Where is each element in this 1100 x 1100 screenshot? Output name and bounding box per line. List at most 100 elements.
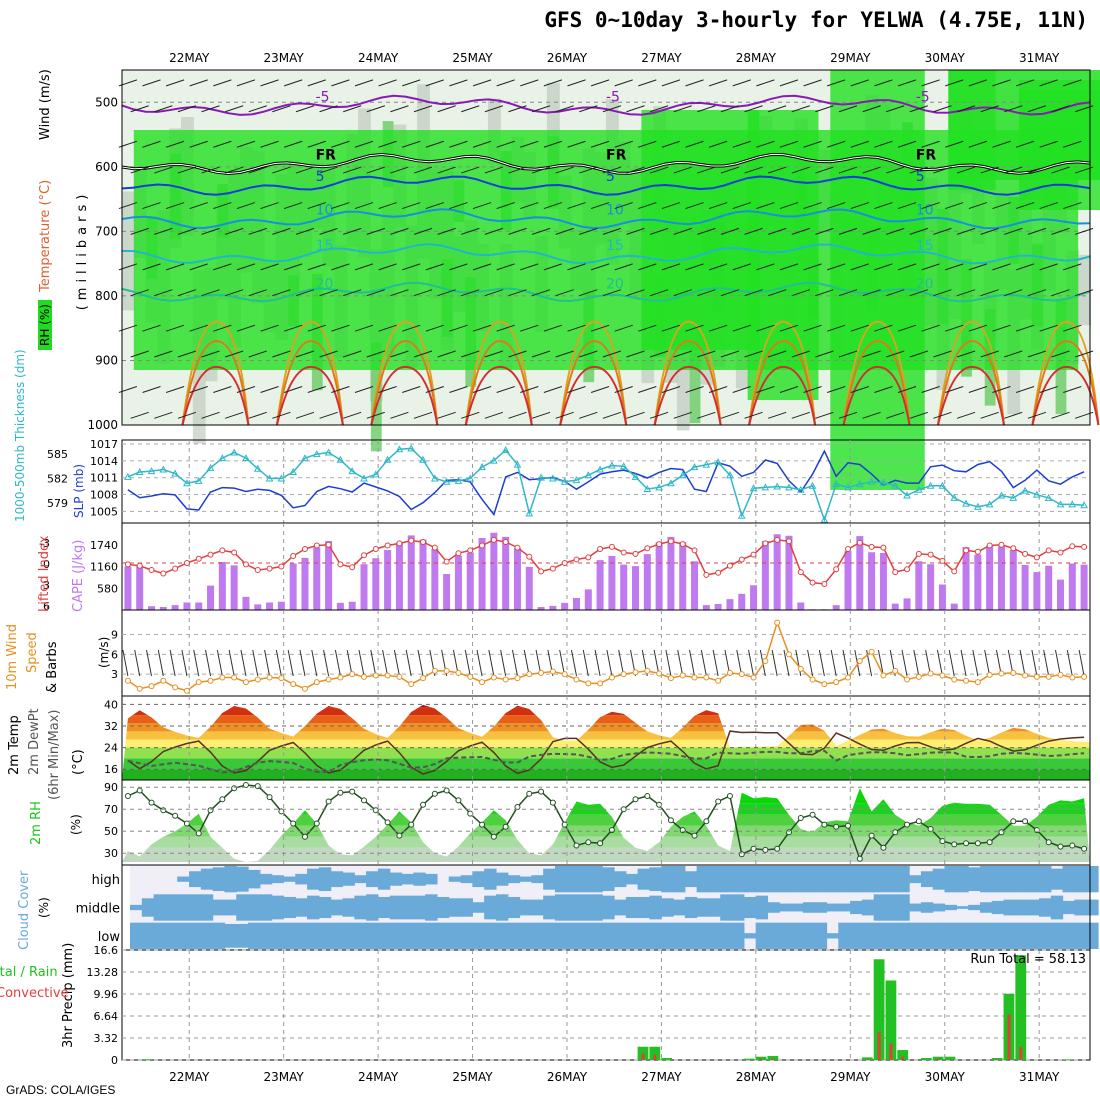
precip-total-bar xyxy=(861,1057,873,1060)
wind-barb xyxy=(602,105,622,113)
cloud-cell-low xyxy=(637,922,651,949)
rh2m-point xyxy=(904,821,911,828)
wind-barb xyxy=(366,350,385,358)
wind-barb xyxy=(201,289,220,297)
cloud-cell-low xyxy=(696,922,710,949)
wind-barb xyxy=(732,202,751,210)
cloud-cell-low xyxy=(873,922,887,949)
cape-tick-label: 1160 xyxy=(90,561,118,574)
wind-barb xyxy=(295,105,315,113)
cloud-cell-high xyxy=(755,866,769,893)
wind-barb xyxy=(803,79,822,87)
wind-barb xyxy=(555,350,574,358)
wind-barb xyxy=(224,289,244,297)
thickness-point xyxy=(962,499,970,507)
wind-barb xyxy=(815,289,834,297)
temp-ylabel-text: 2m Temp xyxy=(7,715,22,775)
wind-barb xyxy=(779,263,799,271)
cloud-cell-high xyxy=(224,866,237,893)
rh-saturated xyxy=(641,110,760,350)
cloud-cell-middle xyxy=(720,894,733,921)
precip-total-bar xyxy=(661,1058,673,1060)
wind10m-barb xyxy=(700,649,707,677)
isotherm-fr-inner xyxy=(121,153,1091,175)
wind-barb xyxy=(827,140,846,148)
cloud-cell-high xyxy=(259,873,273,885)
wind-barb xyxy=(744,166,763,174)
lifted-index-point xyxy=(986,542,993,549)
wind10m-point xyxy=(514,675,521,682)
wind-barb xyxy=(968,140,988,148)
wind-barb xyxy=(921,79,940,87)
wind-barb xyxy=(484,350,504,358)
cloud-cell-middle xyxy=(791,903,804,912)
wind-barb xyxy=(897,263,917,271)
temp-tick-label: 16 xyxy=(104,763,118,776)
wind-barb xyxy=(437,227,456,235)
lifted-index-point xyxy=(467,547,474,554)
wind10m-barb xyxy=(748,649,755,677)
thickness-point xyxy=(773,482,782,490)
thickness-point xyxy=(737,511,746,519)
cape-bar xyxy=(726,599,734,610)
wind-barb xyxy=(992,324,1011,332)
wind-barb xyxy=(154,227,173,235)
precip-conv-bar xyxy=(936,1058,940,1060)
cape-bar xyxy=(230,565,238,610)
thickness-point xyxy=(678,471,687,479)
wind10m-point xyxy=(384,672,391,679)
cloud-cell-high xyxy=(661,866,674,893)
isotherm-label: FR xyxy=(316,148,337,164)
isotherm-line xyxy=(121,94,1091,116)
wind-barb xyxy=(272,227,291,235)
wind-barb xyxy=(1039,263,1058,271)
thickness-point xyxy=(253,464,262,472)
wind-barb xyxy=(779,324,799,332)
cloud-cell-low xyxy=(732,922,745,949)
wind10m-point xyxy=(1022,672,1029,679)
cloud-cell-low xyxy=(602,922,615,949)
wind10m-point xyxy=(467,673,474,680)
wind-barb xyxy=(1063,386,1082,393)
bottom-date-label: 30MAY xyxy=(925,1070,966,1084)
isotherm-label: FR xyxy=(606,148,627,164)
wind-barb xyxy=(1004,227,1023,235)
isotherm-label: FR xyxy=(916,148,937,164)
wind-barb xyxy=(673,411,692,419)
wind-label: Wind (m/s) xyxy=(38,69,53,140)
wind-barb xyxy=(130,166,149,174)
cloud-cell-high xyxy=(566,866,580,893)
thickness-point xyxy=(619,462,628,470)
cloud-cell-low xyxy=(578,922,591,949)
wind-barb xyxy=(956,227,976,235)
wind-barb xyxy=(708,386,728,393)
thickness-point xyxy=(430,474,439,482)
wind-barb xyxy=(1039,140,1058,148)
rh-saturated-top xyxy=(948,70,1100,180)
lifted-index-point xyxy=(797,569,804,576)
wind10m-point xyxy=(349,671,356,678)
bottom-date-label: 31MAY xyxy=(1019,1070,1060,1084)
wind-ylabel: & Barbs xyxy=(45,641,60,693)
wind-barb xyxy=(827,79,846,87)
wind-barb xyxy=(579,411,598,419)
cloud-cell-high xyxy=(1050,868,1064,890)
rh2m-point xyxy=(821,821,828,828)
top-date-label: 22MAY xyxy=(169,51,210,65)
millibars-text: (millibars) xyxy=(75,190,90,311)
wind-barb xyxy=(437,350,456,358)
cape-bar xyxy=(572,598,580,610)
wind-barb xyxy=(697,105,716,113)
wind10m-point xyxy=(573,676,580,683)
cape-bar xyxy=(702,605,710,610)
wind10m-barb xyxy=(476,649,483,677)
cloud-cell-middle xyxy=(897,894,910,921)
wind-barb xyxy=(720,350,740,358)
isotherm-label: 20 xyxy=(606,277,624,293)
wind10m-point xyxy=(313,679,320,686)
rh2m-point xyxy=(526,790,533,797)
wind-barb xyxy=(449,386,468,393)
wind-barb xyxy=(661,140,681,148)
wind-barb xyxy=(909,227,928,235)
cloud-cell-middle xyxy=(956,906,969,909)
